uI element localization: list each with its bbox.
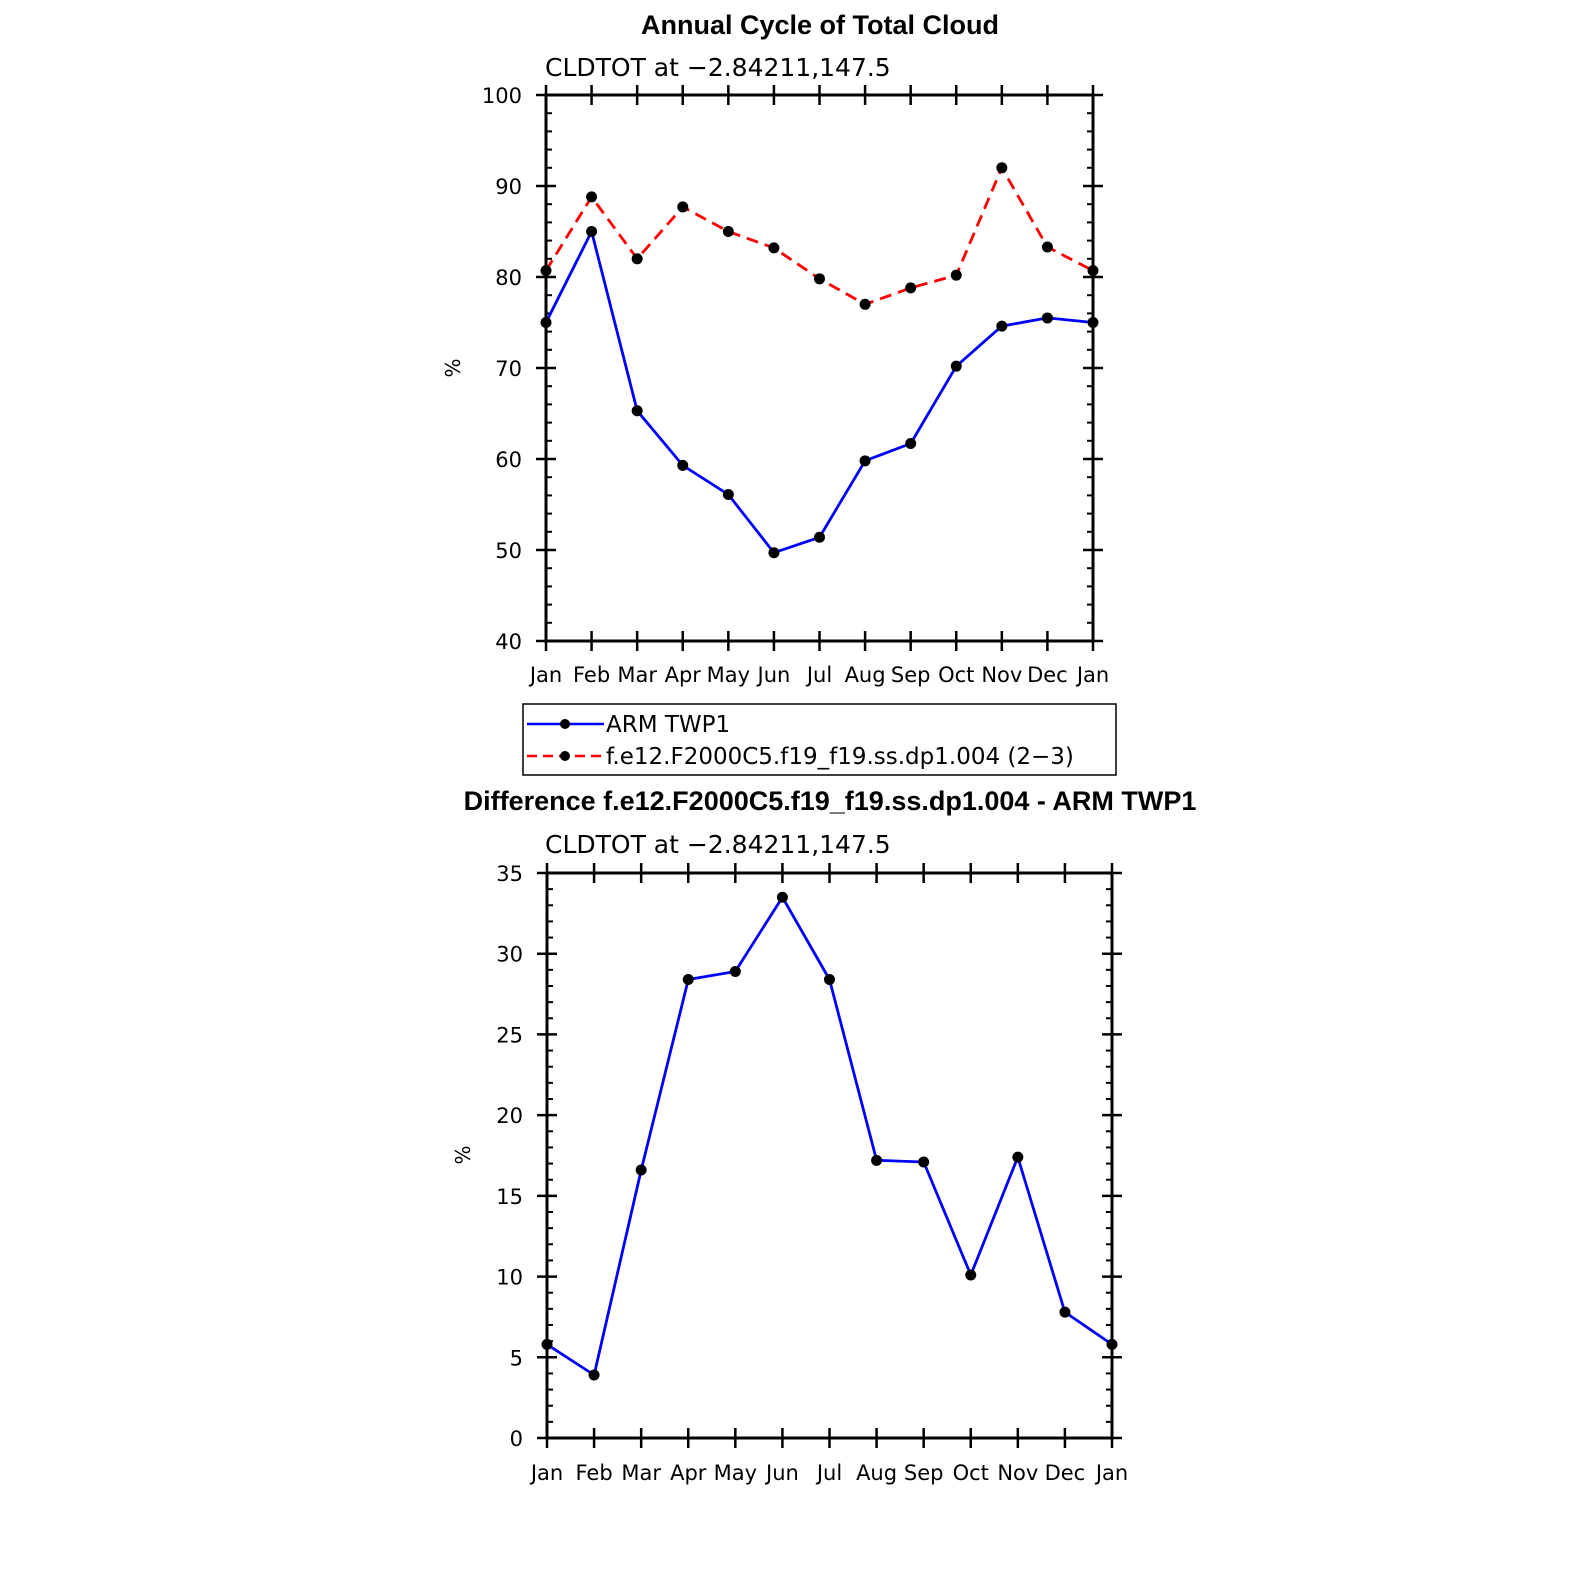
y-tick-label: 15 xyxy=(496,1185,523,1209)
data-point xyxy=(768,242,780,254)
x-tick-label: Sep xyxy=(904,1461,944,1485)
x-tick-label: Oct xyxy=(938,663,974,687)
y-tick-label: 50 xyxy=(495,539,522,563)
x-tick-label: Apr xyxy=(670,1461,707,1485)
x-tick-label: Oct xyxy=(953,1461,989,1485)
data-point xyxy=(682,974,694,986)
data-point xyxy=(729,965,741,977)
data-point xyxy=(1012,1151,1024,1163)
legend-label-arm: ARM TWP1 xyxy=(606,712,730,738)
x-tick-label: Jan xyxy=(1094,1461,1128,1485)
x-tick-label: Jan xyxy=(529,1461,563,1485)
x-tick-label: Jun xyxy=(764,1461,799,1485)
data-point xyxy=(776,891,788,903)
y-tick-label: 90 xyxy=(495,175,522,199)
data-point xyxy=(722,488,734,500)
x-tick-label: Jun xyxy=(756,663,791,687)
data-point xyxy=(631,253,643,265)
legend-label-model: f.e12.F2000C5.f19_f19.ss.dp1.004 (2−3) xyxy=(606,744,1074,770)
data-point xyxy=(918,1156,930,1168)
legend-marker-model xyxy=(560,751,570,761)
x-tick-label: Dec xyxy=(1027,663,1068,687)
data-point xyxy=(859,298,871,310)
x-tick-label: Dec xyxy=(1045,1461,1086,1485)
legend-marker-arm xyxy=(560,719,570,729)
y-tick-label: 10 xyxy=(496,1266,523,1290)
data-point xyxy=(635,1164,647,1176)
chart-subtitle: CLDTOT at −2.84211,147.5 xyxy=(545,53,891,82)
data-point xyxy=(768,547,780,559)
x-tick-label: May xyxy=(707,663,750,687)
y-axis-label: % xyxy=(441,358,465,377)
data-point xyxy=(631,405,643,417)
data-point xyxy=(871,1154,883,1166)
x-tick-label: Jan xyxy=(528,663,562,687)
legend: ARM TWP1 f.e12.F2000C5.f19_f19.ss.dp1.00… xyxy=(522,703,1117,776)
y-axis-label: % xyxy=(451,1145,475,1164)
x-tick-label: Feb xyxy=(573,663,610,687)
data-point xyxy=(950,360,962,372)
data-point xyxy=(824,974,835,986)
data-point xyxy=(950,269,962,281)
data-point xyxy=(677,201,689,213)
data-point xyxy=(859,455,871,467)
data-point xyxy=(677,459,689,471)
y-tick-label: 70 xyxy=(495,357,522,381)
x-tick-label: Nov xyxy=(997,1461,1038,1485)
x-tick-label: Sep xyxy=(891,663,931,687)
data-point xyxy=(722,226,734,237)
x-tick-label: Aug xyxy=(856,1461,897,1485)
data-point xyxy=(996,320,1008,332)
y-tick-label: 35 xyxy=(496,862,523,886)
data-point xyxy=(586,226,598,237)
x-tick-label: Feb xyxy=(575,1461,612,1485)
data-point xyxy=(586,191,598,203)
x-tick-label: Mar xyxy=(621,1461,661,1485)
data-point xyxy=(965,1269,977,1281)
x-tick-label: Jul xyxy=(815,1461,842,1485)
series-line-0 xyxy=(546,895,1113,1377)
data-point xyxy=(1041,241,1053,253)
cloud-difference-chart: Difference f.e12.F2000C5.f19_f19.ss.dp1.… xyxy=(451,786,1196,1485)
chart-title: Difference f.e12.F2000C5.f19_f19.ss.dp1.… xyxy=(464,786,1197,816)
data-point xyxy=(905,282,917,294)
data-point xyxy=(996,162,1008,174)
cloud-cycle-chart: Annual Cycle of Total Cloud CLDTOT at −2… xyxy=(441,10,1117,776)
y-tick-label: 25 xyxy=(496,1023,523,1047)
y-tick-label: 20 xyxy=(496,1104,523,1128)
x-tick-label: Jan xyxy=(1075,663,1109,687)
data-point xyxy=(905,438,917,450)
data-point xyxy=(1059,1306,1071,1318)
data-point xyxy=(1041,312,1053,324)
legend-box xyxy=(522,703,1117,776)
y-tick-label: 30 xyxy=(496,943,523,967)
y-tick-label: 5 xyxy=(510,1346,523,1370)
x-tick-label: Jul xyxy=(805,663,832,687)
y-tick-label: 0 xyxy=(510,1427,523,1451)
x-tick-label: Apr xyxy=(665,663,702,687)
chart-title: Annual Cycle of Total Cloud xyxy=(641,10,999,40)
plot-frame xyxy=(544,93,1095,643)
y-tick-label: 100 xyxy=(482,84,522,108)
x-tick-label: Nov xyxy=(981,663,1022,687)
x-tick-label: Aug xyxy=(845,663,886,687)
y-tick-label: 40 xyxy=(495,630,522,654)
x-tick-label: May xyxy=(714,1461,757,1485)
y-tick-label: 80 xyxy=(495,266,522,290)
x-tick-label: Mar xyxy=(617,663,657,687)
data-point xyxy=(814,273,825,285)
y-tick-label: 60 xyxy=(495,448,522,472)
plot-frame xyxy=(545,871,1114,1440)
data-point xyxy=(814,531,825,543)
chart-subtitle: CLDTOT at −2.84211,147.5 xyxy=(545,830,891,859)
data-point xyxy=(588,1369,600,1381)
